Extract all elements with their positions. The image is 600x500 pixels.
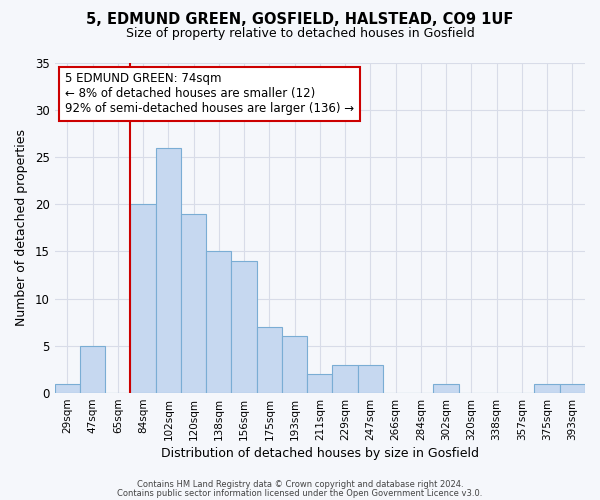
Bar	[560, 384, 585, 393]
Bar	[332, 364, 358, 393]
Bar	[155, 148, 181, 393]
Y-axis label: Number of detached properties: Number of detached properties	[15, 130, 28, 326]
Text: Contains public sector information licensed under the Open Government Licence v3: Contains public sector information licen…	[118, 488, 482, 498]
Bar	[80, 346, 105, 393]
Bar	[433, 384, 459, 393]
Bar	[55, 384, 80, 393]
Bar	[282, 336, 307, 393]
Bar	[257, 327, 282, 393]
Text: Size of property relative to detached houses in Gosfield: Size of property relative to detached ho…	[125, 28, 475, 40]
Bar	[232, 261, 257, 393]
Bar	[535, 384, 560, 393]
Bar	[358, 364, 383, 393]
X-axis label: Distribution of detached houses by size in Gosfield: Distribution of detached houses by size …	[161, 447, 479, 460]
Text: 5, EDMUND GREEN, GOSFIELD, HALSTEAD, CO9 1UF: 5, EDMUND GREEN, GOSFIELD, HALSTEAD, CO9…	[86, 12, 514, 28]
Bar	[206, 252, 232, 393]
Text: 5 EDMUND GREEN: 74sqm
← 8% of detached houses are smaller (12)
92% of semi-detac: 5 EDMUND GREEN: 74sqm ← 8% of detached h…	[65, 72, 355, 116]
Bar	[130, 204, 155, 393]
Bar	[307, 374, 332, 393]
Bar	[181, 214, 206, 393]
Text: Contains HM Land Registry data © Crown copyright and database right 2024.: Contains HM Land Registry data © Crown c…	[137, 480, 463, 489]
